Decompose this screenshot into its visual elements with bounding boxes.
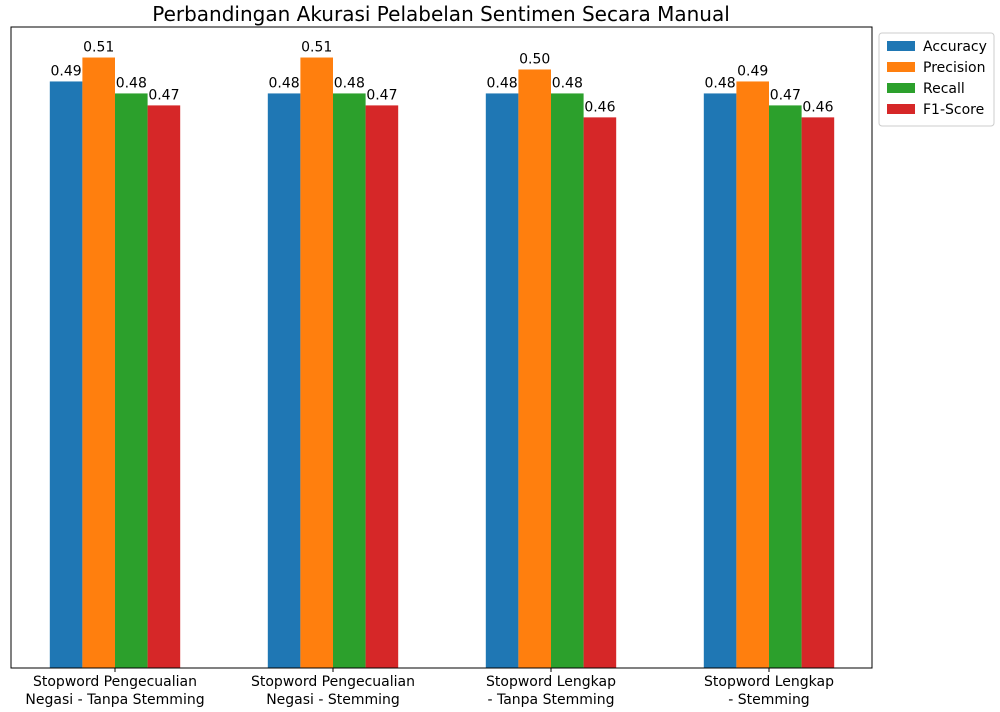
bar-label-f1-score-1: 0.47	[148, 87, 179, 103]
bar-label-recall-3: 0.48	[552, 75, 583, 91]
bar-label-f1-score-4: 0.46	[802, 99, 833, 115]
bar-label-accuracy-3: 0.48	[487, 75, 518, 91]
bar-accuracy-2	[267, 93, 301, 669]
plot-area-frame	[10, 26, 873, 669]
legend-label-f1-score: F1-Score	[923, 102, 984, 118]
bar-label-precision-2: 0.51	[301, 40, 332, 56]
bar-label-accuracy-1: 0.49	[51, 63, 82, 79]
bar-label-accuracy-2: 0.48	[269, 75, 300, 91]
bar-precision-2	[300, 57, 333, 668]
bar-recall-4	[769, 105, 802, 668]
legend-swatch-f1-score	[887, 104, 915, 114]
x-axis: Stopword Pengecualian Negasi - Tanpa Stem…	[25, 668, 834, 708]
bar-label-precision-1: 0.51	[83, 40, 114, 56]
bar-f1-score-2	[365, 105, 399, 668]
legend-swatch-recall	[887, 83, 915, 93]
bar-labels-layer: 0.490.510.480.470.480.510.480.470.480.50…	[51, 40, 834, 116]
legend-swatch-accuracy	[887, 41, 915, 51]
legend-swatch-precision	[887, 62, 915, 72]
bar-label-accuracy-4: 0.48	[705, 75, 736, 91]
bar-f1-score-3	[583, 117, 617, 669]
bar-label-precision-3: 0.50	[519, 51, 550, 67]
bar-precision-1	[82, 57, 115, 668]
bar-accuracy-1	[49, 81, 83, 668]
legend-label-recall: Recall	[923, 81, 965, 97]
legend: Accuracy Precision Recall F1-Score	[878, 32, 995, 127]
legend-label-accuracy: Accuracy	[923, 39, 987, 55]
bar-recall-3	[551, 93, 584, 669]
bar-precision-3	[518, 69, 551, 669]
x-tick-label: Stopword Lengkap - Stemming	[704, 674, 834, 708]
bar-accuracy-4	[703, 93, 737, 669]
bar-precision-4	[736, 81, 769, 668]
bar-f1-score-4	[801, 117, 835, 669]
bar-label-f1-score-2: 0.47	[366, 87, 397, 103]
bar-accuracy-3	[485, 93, 519, 669]
bar-f1-score-1	[147, 105, 181, 668]
bar-label-precision-4: 0.49	[737, 63, 768, 79]
legend-frame	[878, 32, 995, 127]
bar-recall-2	[333, 93, 366, 669]
bar-label-recall-1: 0.48	[116, 75, 147, 91]
x-tick-label: Stopword Pengecualian Negasi - Tanpa Stem…	[25, 674, 204, 708]
bar-recall-1	[115, 93, 148, 669]
chart-title: Perbandingan Akurasi Pelabelan Sentimen …	[152, 2, 730, 26]
bar-label-recall-2: 0.48	[334, 75, 365, 91]
x-tick-label: Stopword Lengkap - Tanpa Stemming	[486, 674, 616, 708]
legend-label-precision: Precision	[923, 60, 985, 76]
x-tick-label: Stopword Pengecualian Negasi - Stemming	[251, 674, 415, 708]
bar-label-recall-4: 0.47	[770, 87, 801, 103]
bar-label-f1-score-3: 0.46	[584, 99, 615, 115]
bars-layer	[49, 57, 835, 669]
